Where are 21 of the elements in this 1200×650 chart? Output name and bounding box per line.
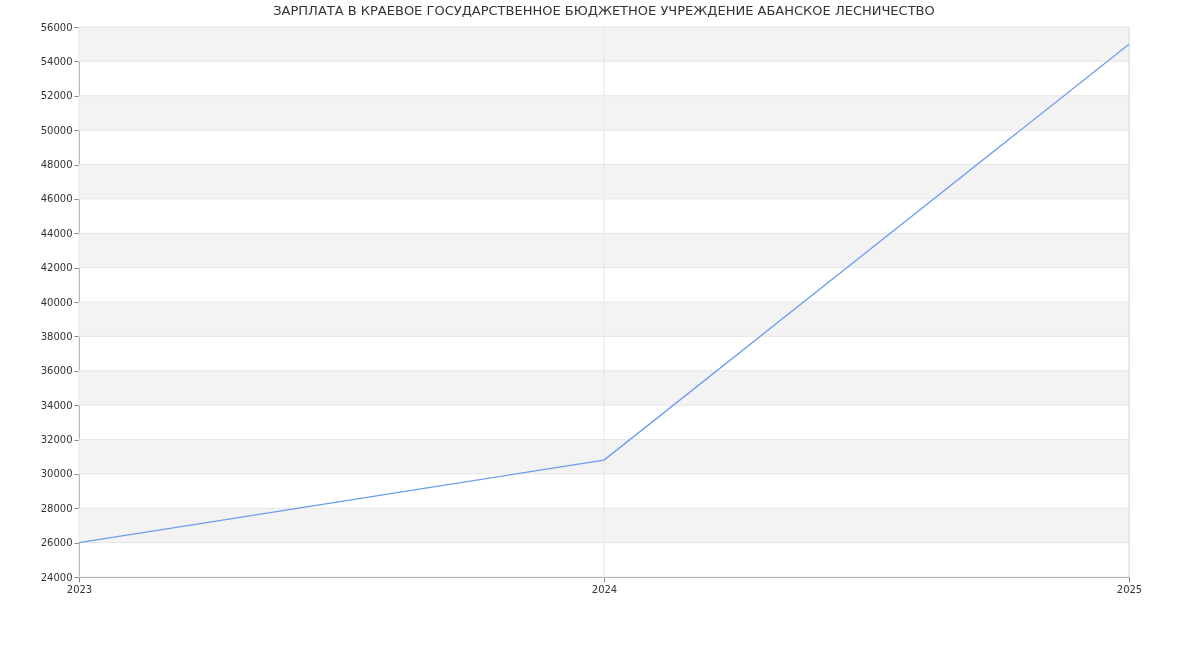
y-tick-label: 32000 xyxy=(40,434,73,445)
y-tick-label: 28000 xyxy=(40,502,73,514)
y-tick-label: 44000 xyxy=(40,227,73,239)
y-tick-label: 26000 xyxy=(40,537,73,549)
y-tick-label: 36000 xyxy=(40,365,73,377)
y-tick-label: 34000 xyxy=(40,399,73,411)
chart-title: ЗАРПЛАТА В КРАЕВОЕ ГОСУДАРСТВЕННОЕ БЮДЖЕТНОЕ УЧРЕЖДЕНИЕ АБАНСКОЕ ЛЕСНИЧЕСТВО xyxy=(273,3,935,18)
x-tick-label: 2025 xyxy=(1116,583,1143,595)
x-tick-label: 2024 xyxy=(591,583,618,595)
y-tick-label: 40000 xyxy=(40,296,73,308)
y-tick-label: 46000 xyxy=(40,193,73,205)
y-tick-label: 50000 xyxy=(40,124,73,136)
y-tick-label: 48000 xyxy=(40,159,73,170)
y-tick-label: 24000 xyxy=(40,571,73,583)
y-tick-label: 30000 xyxy=(40,468,73,480)
y-tick-label: 56000 xyxy=(40,21,73,33)
y-tick-label: 54000 xyxy=(40,55,73,67)
y-tick-label: 52000 xyxy=(40,90,73,102)
y-tick-label: 42000 xyxy=(40,262,73,274)
x-tick-label: 2023 xyxy=(66,583,93,595)
y-tick-label: 38000 xyxy=(40,330,73,342)
